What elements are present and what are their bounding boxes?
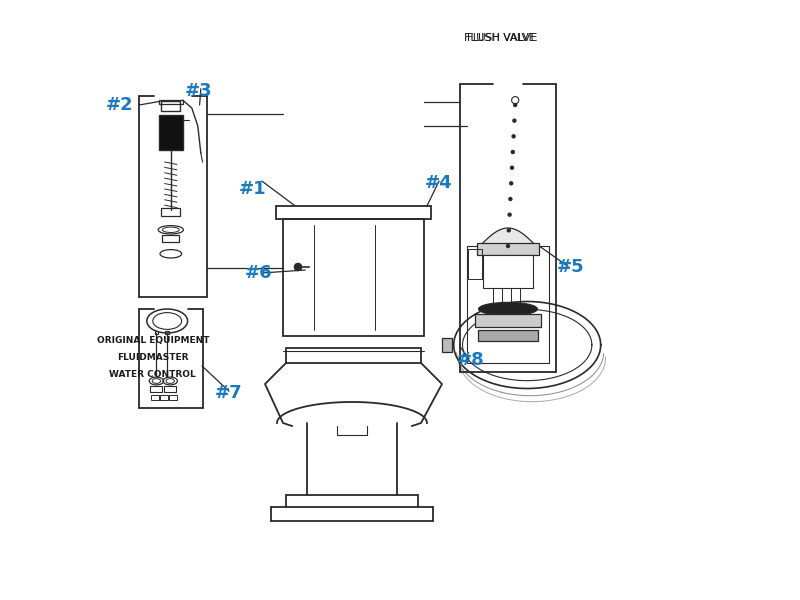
Bar [158, 115, 182, 150]
Bar [158, 100, 182, 104]
Text: #8: #8 [457, 351, 485, 369]
Text: #2: #2 [106, 96, 133, 114]
Text: #7: #7 [215, 384, 243, 402]
Bar [467, 246, 549, 363]
Bar [161, 208, 181, 216]
Text: FLUSH VALVE: FLUSH VALVE [466, 33, 535, 43]
Bar [286, 348, 421, 363]
Text: FLUIDMASTER: FLUIDMASTER [117, 353, 189, 362]
Bar [162, 235, 179, 242]
Bar [166, 331, 169, 334]
Text: #3: #3 [185, 82, 213, 100]
Text: WATER CONTROL: WATER CONTROL [110, 370, 196, 379]
Circle shape [511, 151, 514, 154]
Text: #5: #5 [557, 258, 585, 276]
Bar [475, 314, 541, 327]
Circle shape [294, 263, 302, 271]
Bar [469, 249, 482, 279]
Circle shape [509, 197, 512, 200]
Bar [276, 206, 431, 219]
Bar [477, 243, 539, 255]
Bar [482, 255, 533, 288]
Circle shape [507, 229, 510, 232]
Circle shape [508, 213, 511, 216]
Bar [478, 330, 538, 341]
Text: #6: #6 [245, 264, 273, 282]
Text: #1: #1 [239, 180, 267, 198]
Circle shape [510, 166, 514, 169]
Bar [151, 395, 159, 400]
Circle shape [513, 119, 516, 122]
Text: #4: #4 [425, 174, 453, 192]
Circle shape [512, 135, 515, 138]
Bar [164, 386, 176, 392]
Circle shape [514, 103, 517, 107]
Ellipse shape [478, 302, 538, 316]
Polygon shape [480, 228, 536, 246]
Circle shape [510, 182, 513, 185]
Bar [161, 101, 181, 111]
Text: FLUSH VALVE: FLUSH VALVE [464, 33, 538, 43]
Bar [442, 338, 453, 352]
Bar [169, 395, 178, 400]
Text: ORIGINAL EQUIPMENT: ORIGINAL EQUIPMENT [97, 336, 209, 345]
Bar [283, 219, 424, 336]
Bar [160, 395, 169, 400]
Circle shape [506, 245, 510, 247]
Bar [154, 331, 158, 334]
Bar [150, 386, 162, 392]
